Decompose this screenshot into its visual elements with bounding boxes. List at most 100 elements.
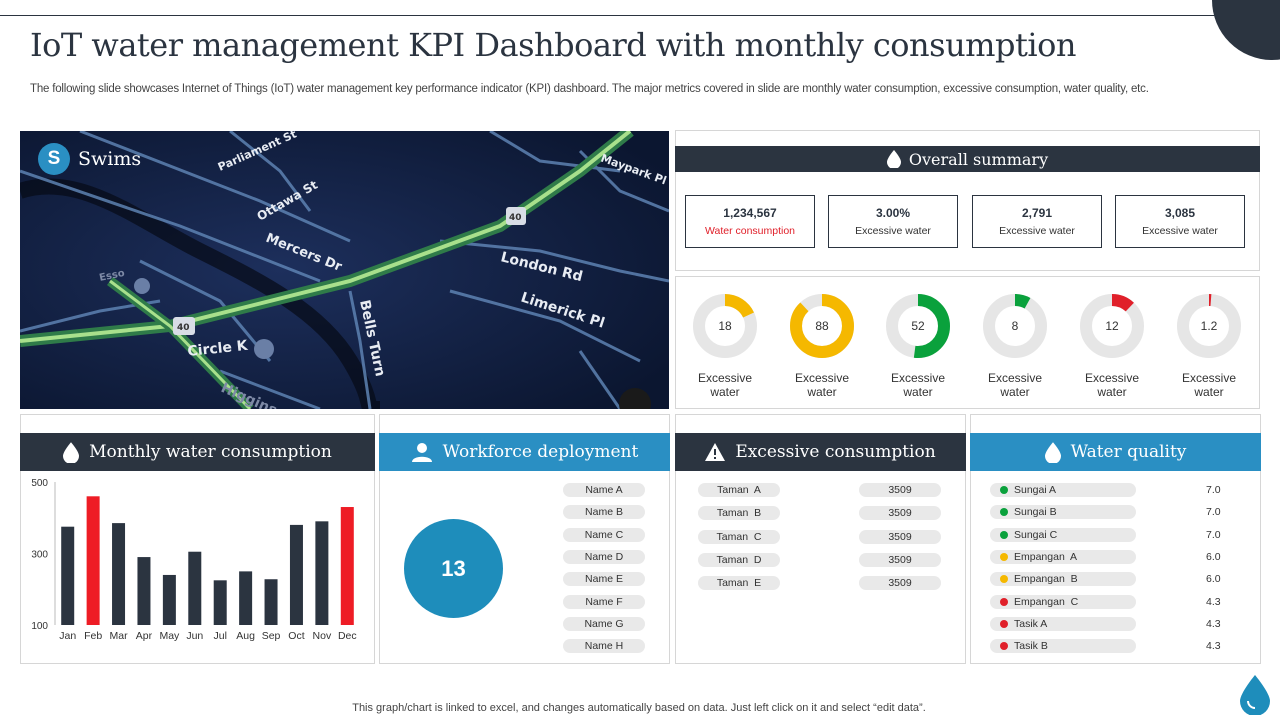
donut-ring: 18: [693, 294, 757, 358]
workforce-name-pill[interactable]: Name F: [563, 594, 645, 609]
kpi-card[interactable]: 3.00% Excessive water: [828, 195, 958, 248]
bar-aug[interactable]: [239, 571, 253, 625]
quality-name: Sungai B: [1014, 506, 1057, 519]
y-tick-label: 100: [31, 621, 48, 632]
workforce-name-pill[interactable]: Name H: [563, 639, 645, 654]
donut-arc: [693, 294, 757, 358]
quality-row-pill[interactable]: Sungai C: [990, 527, 1136, 542]
page-title: IoT water management KPI Dashboard with …: [30, 26, 1076, 64]
gauge[interactable]: 1.2 Excessive water: [1176, 293, 1242, 399]
bar-nov[interactable]: [315, 521, 329, 625]
quality-name: Tasik A: [1014, 617, 1048, 630]
gauge-label: Excessive water: [794, 371, 850, 399]
excessive-value-pill: 3509: [859, 529, 941, 544]
quality-name: Empangan B: [1014, 573, 1078, 586]
quality-value: 6.0: [1206, 550, 1221, 563]
donut-value: 8: [1012, 319, 1019, 333]
excessive-name-pill[interactable]: Taman A: [698, 483, 780, 497]
kpi-card[interactable]: 2,791 Excessive water: [972, 195, 1102, 248]
quality-value: 7.0: [1206, 484, 1221, 496]
quality-row-pill[interactable]: Empangan C: [990, 594, 1136, 609]
status-dot-icon: [1000, 508, 1008, 517]
excessive-title: Excessive consumption: [735, 442, 936, 462]
bar-mar[interactable]: [112, 523, 126, 625]
status-dot-icon: [1000, 642, 1008, 651]
excessive-value-pill: 3509: [859, 552, 941, 567]
water-drop-icon: [886, 150, 901, 168]
bar-dec[interactable]: [340, 507, 354, 625]
bar-jun[interactable]: [188, 551, 202, 625]
x-tick-label: Mar: [109, 630, 128, 642]
excessive-name-pill[interactable]: Taman B: [698, 506, 780, 521]
workforce-name-pill[interactable]: Name D: [563, 549, 645, 564]
bar-apr[interactable]: [137, 557, 151, 625]
excessive-name-pill[interactable]: Taman E: [698, 576, 780, 591]
workforce-name-pill[interactable]: Name E: [563, 572, 645, 587]
donut-ring: 1.2: [1177, 294, 1241, 358]
workforce-name-pill[interactable]: Name B: [563, 505, 645, 520]
quality-name: Empangan A: [1014, 550, 1078, 563]
workforce-count: 13: [404, 519, 503, 618]
gauge-label: Excessive water: [987, 371, 1043, 399]
gauge[interactable]: 8 Excessive water: [982, 293, 1048, 399]
workforce-title: Workforce deployment: [442, 442, 639, 462]
quality-value: 4.3: [1206, 640, 1221, 653]
donut-arc: [790, 294, 854, 358]
summary-title: Overall summary: [908, 149, 1049, 169]
quality-row-pill[interactable]: Tasik B: [990, 639, 1136, 654]
kpi-card[interactable]: 1,234,567 Water consumption: [685, 195, 815, 248]
gauge[interactable]: 18 Excessive water: [692, 293, 758, 399]
x-tick-label: Oct: [288, 630, 304, 642]
bar-sep[interactable]: [264, 579, 278, 625]
map-panel[interactable]: Parliament St Ottawa St Mercers Dr Londo…: [20, 131, 669, 409]
workforce-name-pill[interactable]: Name G: [563, 616, 645, 631]
workforce-name-pill[interactable]: Name A: [563, 483, 645, 497]
donut-ring: 88: [790, 294, 854, 358]
bar-jul[interactable]: [213, 580, 227, 625]
x-tick-label: Jun: [186, 630, 203, 642]
gauge[interactable]: 12 Excessive water: [1079, 293, 1145, 399]
warning-icon: [705, 443, 726, 461]
excessive-name-pill[interactable]: Taman C: [698, 529, 780, 544]
excessive-value-pill: 3509: [859, 576, 941, 591]
gauges-panel: [675, 276, 1260, 409]
status-dot-icon: [1000, 530, 1008, 539]
bar-oct[interactable]: [289, 524, 303, 625]
kpi-value: 3,085: [1164, 206, 1196, 220]
quality-value: 7.0: [1206, 506, 1221, 519]
quality-row-pill[interactable]: Tasik A: [990, 616, 1136, 631]
corner-decoration: [1212, 0, 1280, 60]
water-drop-icon: [1240, 675, 1270, 715]
bar-jan[interactable]: [61, 526, 75, 625]
kpi-card[interactable]: 3,085 Excessive water: [1115, 195, 1245, 248]
bar-may[interactable]: [162, 574, 176, 625]
x-tick-label: Dec: [338, 630, 357, 642]
status-dot-icon: [1000, 552, 1008, 561]
kpi-label: Excessive water: [1142, 225, 1218, 237]
bar-feb[interactable]: [86, 496, 100, 625]
gauge[interactable]: 52 Excessive water: [885, 293, 951, 399]
brand-name: Swims: [78, 148, 142, 170]
excessive-name-pill[interactable]: Taman D: [698, 552, 780, 567]
x-tick-label: Apr: [136, 630, 153, 642]
kpi-label: Water consumption: [704, 225, 796, 237]
donut-arc: [1177, 294, 1241, 358]
x-tick-label: Feb: [84, 630, 102, 642]
workforce-name-pill[interactable]: Name C: [563, 527, 645, 542]
gauge[interactable]: 88 Excessive water: [789, 293, 855, 399]
status-dot-icon: [1000, 597, 1008, 606]
quality-row-pill[interactable]: Empangan A: [990, 549, 1136, 564]
quality-row-pill[interactable]: Empangan B: [990, 572, 1136, 587]
quality-row-pill[interactable]: Sungai B: [990, 505, 1136, 520]
monthly-bar-chart[interactable]: 100 300 500 Jan Feb Mar Apr May Jun Jul Aug Sep Oct N…: [20, 472, 375, 652]
status-dot-icon: [1000, 619, 1008, 628]
gauge-label: Excessive water: [1084, 371, 1140, 399]
x-tick-label: Nov: [313, 630, 332, 642]
status-dot-icon: [1000, 486, 1008, 494]
quality-row-pill[interactable]: Sungai A: [990, 483, 1136, 497]
donut-value: 88: [815, 319, 829, 333]
y-tick-label: 300: [31, 550, 48, 561]
quality-name: Empangan C: [1014, 595, 1079, 608]
quality-name: Sungai A: [1014, 484, 1057, 496]
excessive-header: Excessive consumption: [675, 433, 966, 471]
